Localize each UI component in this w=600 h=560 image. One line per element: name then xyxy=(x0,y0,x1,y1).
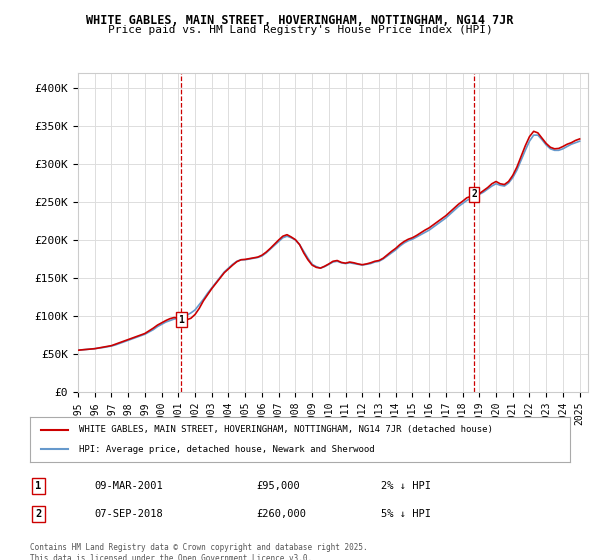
Text: WHITE GABLES, MAIN STREET, HOVERINGHAM, NOTTINGHAM, NG14 7JR (detached house): WHITE GABLES, MAIN STREET, HOVERINGHAM, … xyxy=(79,425,493,434)
Text: £260,000: £260,000 xyxy=(257,509,307,519)
Text: 2% ↓ HPI: 2% ↓ HPI xyxy=(381,481,431,491)
Text: 2: 2 xyxy=(471,189,477,199)
Text: 1: 1 xyxy=(178,315,184,325)
Text: 09-MAR-2001: 09-MAR-2001 xyxy=(95,481,164,491)
Text: 1: 1 xyxy=(35,481,41,491)
Text: 07-SEP-2018: 07-SEP-2018 xyxy=(95,509,164,519)
Text: HPI: Average price, detached house, Newark and Sherwood: HPI: Average price, detached house, Newa… xyxy=(79,445,374,454)
Text: 2: 2 xyxy=(35,509,41,519)
Text: Price paid vs. HM Land Registry's House Price Index (HPI): Price paid vs. HM Land Registry's House … xyxy=(107,25,493,35)
Text: Contains HM Land Registry data © Crown copyright and database right 2025.
This d: Contains HM Land Registry data © Crown c… xyxy=(30,543,368,560)
Text: WHITE GABLES, MAIN STREET, HOVERINGHAM, NOTTINGHAM, NG14 7JR: WHITE GABLES, MAIN STREET, HOVERINGHAM, … xyxy=(86,14,514,27)
Text: £95,000: £95,000 xyxy=(257,481,301,491)
Text: 5% ↓ HPI: 5% ↓ HPI xyxy=(381,509,431,519)
